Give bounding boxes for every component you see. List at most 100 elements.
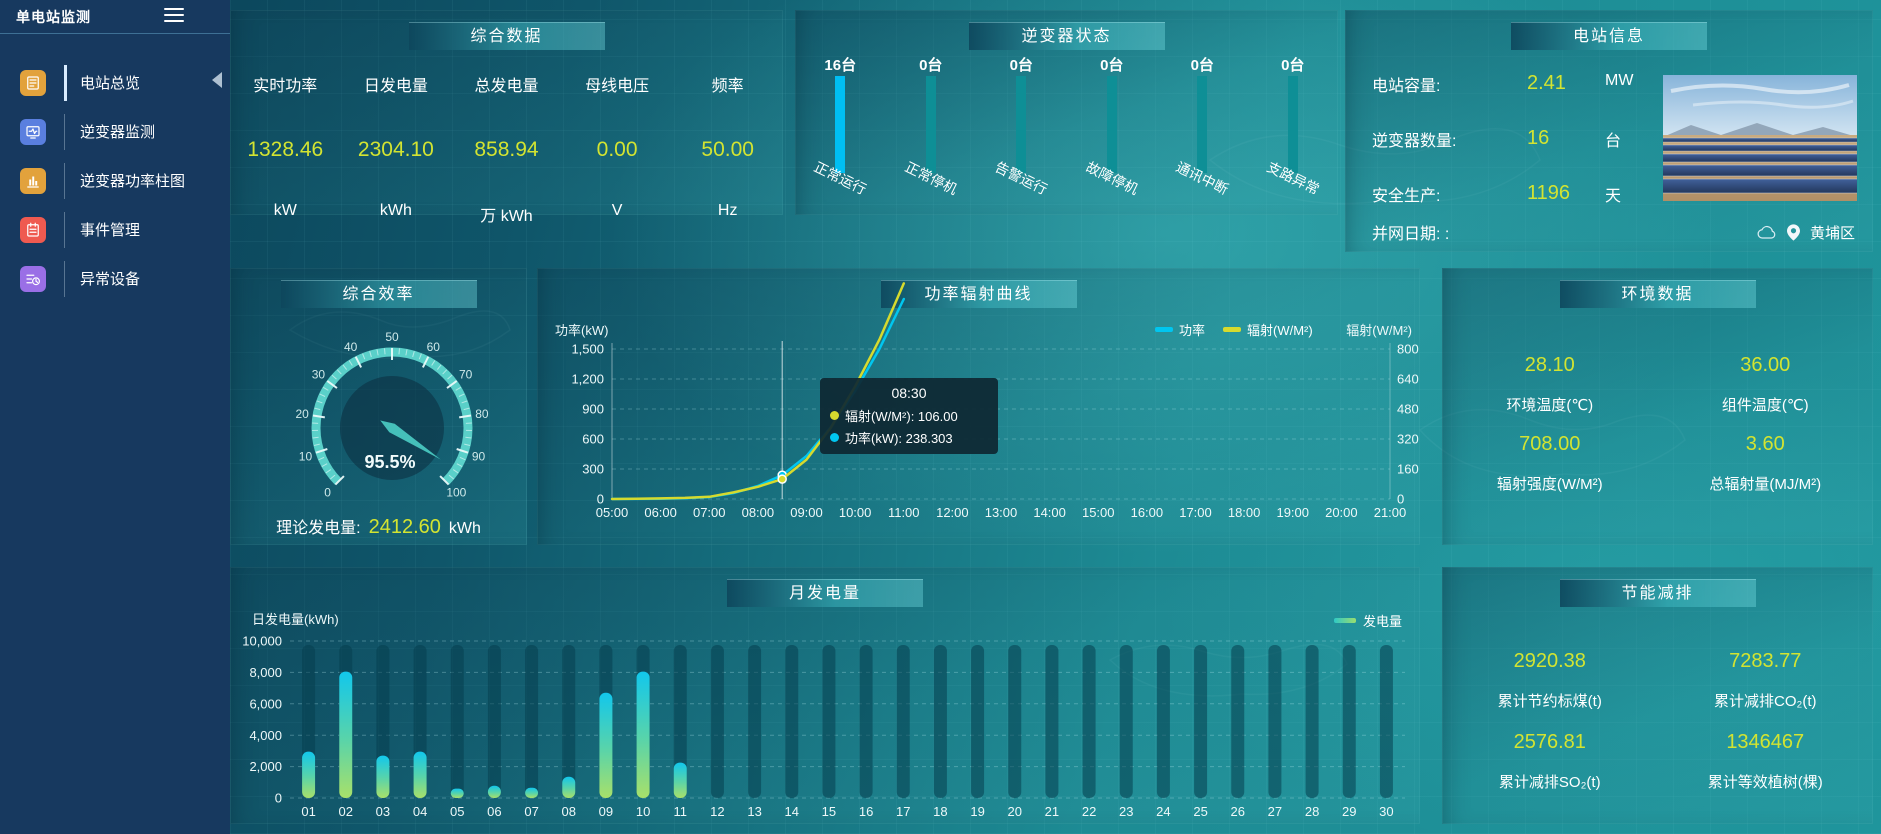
svg-text:8,000: 8,000 (249, 665, 282, 680)
station-location[interactable]: 黄埔区 (1809, 225, 1855, 242)
sidebar-item-label: 逆变器监测 (80, 124, 156, 141)
stat-value: 3.60 (1745, 433, 1785, 455)
metric-label: 母线电压 (585, 78, 650, 95)
info-label: 安全生产: (1372, 188, 1441, 205)
theory-unit: kWh (448, 520, 481, 537)
stat-cell: 36.00 组件温度(℃) (1658, 354, 1874, 415)
tooltip-item-text: 辐射(W/M²): 106.00 (845, 409, 958, 424)
bar-day-08[interactable] (562, 776, 576, 798)
status-column[interactable]: 0台 告警运行 (976, 10, 1067, 215)
status-bar (1106, 76, 1117, 173)
sidebar-item-overview[interactable]: 电站总览 (0, 58, 230, 107)
bar-day-02[interactable] (339, 671, 353, 798)
legend-item[interactable]: 辐射(W/M²) (1223, 320, 1313, 339)
svg-text:2,000: 2,000 (249, 759, 282, 774)
bar-day-05[interactable] (450, 788, 464, 798)
location-pin-icon[interactable] (1786, 224, 1800, 241)
panel-efficiency: 综合效率 0 10 20 30 40 50 60 70 80 90 100 95.5% 理论发电量: … (230, 268, 527, 545)
stat-value: 28.10 (1524, 354, 1575, 376)
right-axis-name: 辐射(W/M²) (1346, 323, 1412, 338)
svg-text:40: 40 (344, 340, 358, 354)
status-column[interactable]: 0台 正常停机 (886, 10, 977, 215)
menu-divider (64, 64, 67, 101)
legend-item[interactable]: 功率 (1155, 320, 1205, 339)
info-unit: MW (1605, 72, 1634, 89)
metric-unit: Hz (717, 202, 738, 219)
svg-text:01: 01 (301, 804, 315, 819)
svg-text:18:00: 18:00 (1228, 505, 1261, 520)
bar-day-11[interactable] (673, 762, 687, 798)
stat-label: 组件温度(℃) (1721, 397, 1809, 414)
svg-text:21:00: 21:00 (1374, 505, 1407, 520)
sidebar-item-abnormal-device[interactable]: 异常设备 (0, 254, 230, 303)
stat-value: 1346467 (1726, 731, 1805, 753)
inverter-monitor-icon (20, 118, 46, 145)
svg-text:08:00: 08:00 (742, 505, 775, 520)
sidebar-item-power-bars[interactable]: 逆变器功率柱图 (0, 156, 230, 205)
svg-text:800: 800 (1397, 342, 1419, 357)
efficiency-gauge[interactable]: 0 10 20 30 40 50 60 70 80 90 100 95.5% (230, 268, 527, 516)
svg-text:15: 15 (822, 804, 836, 819)
bar-day-07[interactable] (525, 787, 539, 798)
svg-text:28: 28 (1305, 804, 1319, 819)
sidebar-item-inverter-monitor[interactable]: 逆变器监测 (0, 107, 230, 156)
svg-text:80: 80 (475, 407, 489, 421)
svg-text:12:00: 12:00 (936, 505, 969, 520)
weather-cloud-icon[interactable] (1757, 225, 1777, 240)
info-value: 16 (1527, 127, 1550, 149)
event-icon (20, 216, 46, 243)
status-column[interactable]: 0台 故障停机 (1067, 10, 1158, 215)
bar-day-06[interactable] (487, 785, 501, 798)
theory-value: 2412.60 (368, 516, 441, 538)
app-title: 单电站监测 (16, 9, 91, 25)
svg-text:6,000: 6,000 (249, 696, 282, 711)
status-column[interactable]: 16台 正常运行 (795, 10, 886, 215)
svg-text:600: 600 (582, 432, 604, 447)
panel-station-info: 电站信息 电站容量: 2.41 MW 逆变器数量: 16 台安全生产: 1196 天并网日期:… (1345, 10, 1873, 252)
menu-icon[interactable] (164, 8, 184, 24)
bar-chart-legend[interactable]: 发电量 (1333, 611, 1402, 630)
bar-day-04[interactable] (413, 751, 427, 798)
power-bars-icon (20, 167, 46, 194)
svg-text:09: 09 (599, 804, 613, 819)
stat-label: 累计减排SO₂(t) (1498, 774, 1601, 791)
stat-label: 总辐射量(MJ/M²) (1709, 476, 1822, 493)
abnormal-device-icon (20, 265, 46, 292)
status-count: 0台 (1009, 57, 1033, 74)
panel-inverter-status: 逆变器状态 16台 正常运行 0台 正常停机 0台 告警运行 0台 故障停机 0台 通讯中断 0台支… (795, 10, 1338, 215)
status-count: 16台 (824, 57, 857, 74)
svg-text:300: 300 (582, 462, 604, 477)
metric-value: 50.00 (701, 138, 754, 161)
sidebar-item-event[interactable]: 事件管理 (0, 205, 230, 254)
bar-day-03[interactable] (376, 755, 390, 798)
panel-summary: 综合数据 实时功率 1328.46 kW 日发电量 2304.10 kWh 总发电量 858.… (230, 10, 783, 225)
metric-unit: V (611, 202, 623, 219)
tooltip-time: 08:30 (891, 385, 927, 401)
svg-text:26: 26 (1231, 804, 1245, 819)
stat-value: 2576.81 (1513, 731, 1586, 753)
stat-value: 2920.38 (1513, 650, 1586, 672)
bar-day-01[interactable] (302, 751, 316, 798)
status-column[interactable]: 0台 通讯中断 (1157, 10, 1248, 215)
monthly-generation-chart[interactable]: 0 2,000 4,000 6,000 8,000 10,000 01 02 03 04 05 06 0… (230, 567, 1420, 824)
sidebar-collapse-arrow[interactable] (212, 72, 222, 88)
svg-text:90: 90 (472, 449, 486, 463)
svg-text:29: 29 (1342, 804, 1356, 819)
svg-text:11: 11 (674, 804, 688, 819)
legend-label: 发电量 (1362, 614, 1402, 629)
status-column[interactable]: 0台 支路异常 (1248, 10, 1339, 215)
info-unit: 台 (1605, 133, 1622, 150)
svg-text:09:00: 09:00 (790, 505, 823, 520)
panel-title: 环境数据 (1559, 280, 1756, 308)
bar-day-10[interactable] (636, 671, 650, 798)
status-bar (925, 76, 936, 173)
tooltip-series-dot (830, 433, 839, 442)
metric-label: 频率 (711, 78, 744, 95)
bar-day-09[interactable] (599, 692, 613, 798)
panel-environment: 环境数据 28.10 环境温度(℃) 36.00 组件温度(℃) 708.00 辐射强度(… (1442, 268, 1873, 545)
svg-text:100: 100 (446, 486, 466, 500)
metric-column: 实时功率 1328.46 kW (230, 10, 341, 219)
svg-text:0: 0 (324, 486, 331, 500)
metric-unit: kW (273, 202, 297, 219)
inverter-status-bars[interactable]: 16台 正常运行 0台 正常停机 0台 告警运行 0台 故障停机 0台 通讯中断 0台 支路异常 (795, 10, 1338, 215)
